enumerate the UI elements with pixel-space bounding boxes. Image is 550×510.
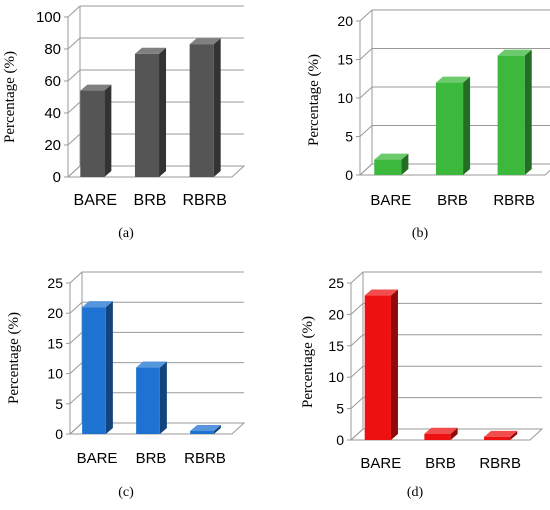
bar-front — [424, 433, 451, 440]
y-tick-label: 20 — [337, 13, 353, 29]
bar-brb — [435, 76, 471, 175]
y-axis-label: Percentage (%) — [6, 312, 22, 404]
bar-side — [401, 153, 409, 175]
bar-brb — [134, 47, 167, 177]
y-tick-label: 10 — [47, 366, 63, 382]
bar-brb — [424, 427, 458, 440]
y-tick-label: 60 — [44, 73, 61, 90]
bar-top — [82, 301, 113, 308]
panel-caption: (b) — [412, 226, 429, 241]
y-tick-label: 40 — [44, 105, 61, 122]
bar-side — [463, 76, 471, 175]
y-tick-label: 5 — [345, 129, 353, 145]
panel-caption: (a) — [118, 226, 134, 241]
bar-side — [159, 47, 167, 177]
bar-brb — [136, 361, 167, 434]
y-tick-label: 15 — [328, 338, 344, 354]
y-axis-label: Percentage (%) — [2, 51, 18, 143]
y-tick-label: 80 — [44, 41, 61, 58]
bar-side — [213, 38, 221, 178]
bar-side — [524, 49, 532, 175]
y-axis-label: Percentage (%) — [300, 316, 316, 408]
bar-rbrb — [484, 430, 518, 440]
bar-side — [390, 289, 398, 440]
y-tick-label: 0 — [345, 167, 353, 183]
y-tick-label: 20 — [47, 305, 63, 321]
bar-side — [450, 427, 458, 440]
bar-rbrb — [497, 49, 532, 175]
x-tick-label: RBRB — [184, 450, 226, 467]
x-tick-label: BRB — [437, 192, 468, 209]
y-tick-label: 0 — [53, 169, 61, 186]
bar-side — [510, 430, 518, 440]
y-tick-label: 100 — [36, 9, 61, 26]
bar-rbrb — [189, 38, 221, 178]
x-tick-label: BRB — [425, 455, 456, 472]
bar-front — [136, 367, 160, 434]
bar-top — [364, 289, 398, 296]
bar-top — [136, 361, 167, 368]
bar-top — [189, 38, 221, 45]
y-tick-label: 0 — [336, 432, 344, 448]
x-tick-label: RBRB — [182, 192, 226, 209]
y-axis-label: Percentage (%) — [306, 54, 322, 146]
x-tick-label: RBRB — [493, 192, 535, 209]
bar-front — [497, 55, 525, 175]
y-tick-label: 5 — [336, 401, 344, 417]
x-tick-label: BRB — [134, 192, 167, 209]
y-tick-label: 10 — [337, 90, 353, 106]
bar-top — [134, 47, 167, 54]
y-tick-label: 25 — [328, 275, 344, 291]
chart-panel-2: 0 5 10 15 20 BARE BRB RBRB Percentage (%) (b) — [306, 9, 550, 241]
bar-front — [484, 436, 511, 440]
y-tick-label: 20 — [328, 306, 344, 322]
bar-front — [374, 159, 402, 175]
bar-top — [424, 427, 458, 434]
x-tick-label: BARE — [77, 450, 118, 467]
y-tick-label: 10 — [328, 369, 344, 385]
y-tick-label: 15 — [337, 52, 353, 68]
bar-front — [80, 90, 105, 177]
x-tick-label: RBRB — [479, 455, 521, 472]
bar-bare — [374, 153, 409, 175]
bar-bare — [364, 289, 398, 440]
bar-top — [484, 430, 518, 437]
x-tick-label: BRB — [136, 450, 167, 467]
x-tick-label: BARE — [74, 192, 118, 209]
bar-front — [435, 82, 464, 175]
y-tick-label: 15 — [47, 335, 63, 351]
bar-top — [80, 84, 112, 91]
bar-front — [134, 53, 160, 177]
x-tick-label: BARE — [370, 192, 411, 209]
chart-panel-3: 0 5 10 15 20 25 BARE BRB RBRB Percentage (%) (c) — [6, 271, 246, 500]
bar-top — [497, 49, 532, 56]
x-tick-label: BARE — [360, 455, 401, 472]
bar-front — [82, 307, 106, 434]
y-tick-label: 5 — [55, 396, 63, 412]
bar-side — [105, 301, 113, 434]
bar-front — [190, 430, 214, 434]
bar-top — [374, 153, 409, 160]
y-tick-label: 0 — [55, 426, 63, 442]
panel-caption: (d) — [407, 485, 424, 500]
chart-panel-1: 0 20 40 60 80 100 BARE BRB RBRB Percentage (%) (a) — [2, 5, 246, 241]
chart-panel-4: 0 5 10 15 20 25 BARE BRB RBRB Percentage (%) (d) — [300, 271, 544, 500]
bar-side — [104, 84, 112, 177]
panel-caption: (c) — [118, 485, 134, 500]
bar-top — [435, 76, 471, 83]
y-tick-label: 25 — [47, 275, 63, 291]
bar-front — [364, 295, 391, 440]
y-tick-label: 20 — [44, 137, 61, 154]
bar-rbrb — [190, 424, 221, 434]
bar-side — [213, 424, 221, 434]
bar-side — [159, 361, 167, 434]
bar-front — [189, 44, 214, 178]
bar-top — [190, 424, 221, 431]
bar-bare — [82, 301, 113, 434]
bar-bare — [80, 84, 112, 177]
